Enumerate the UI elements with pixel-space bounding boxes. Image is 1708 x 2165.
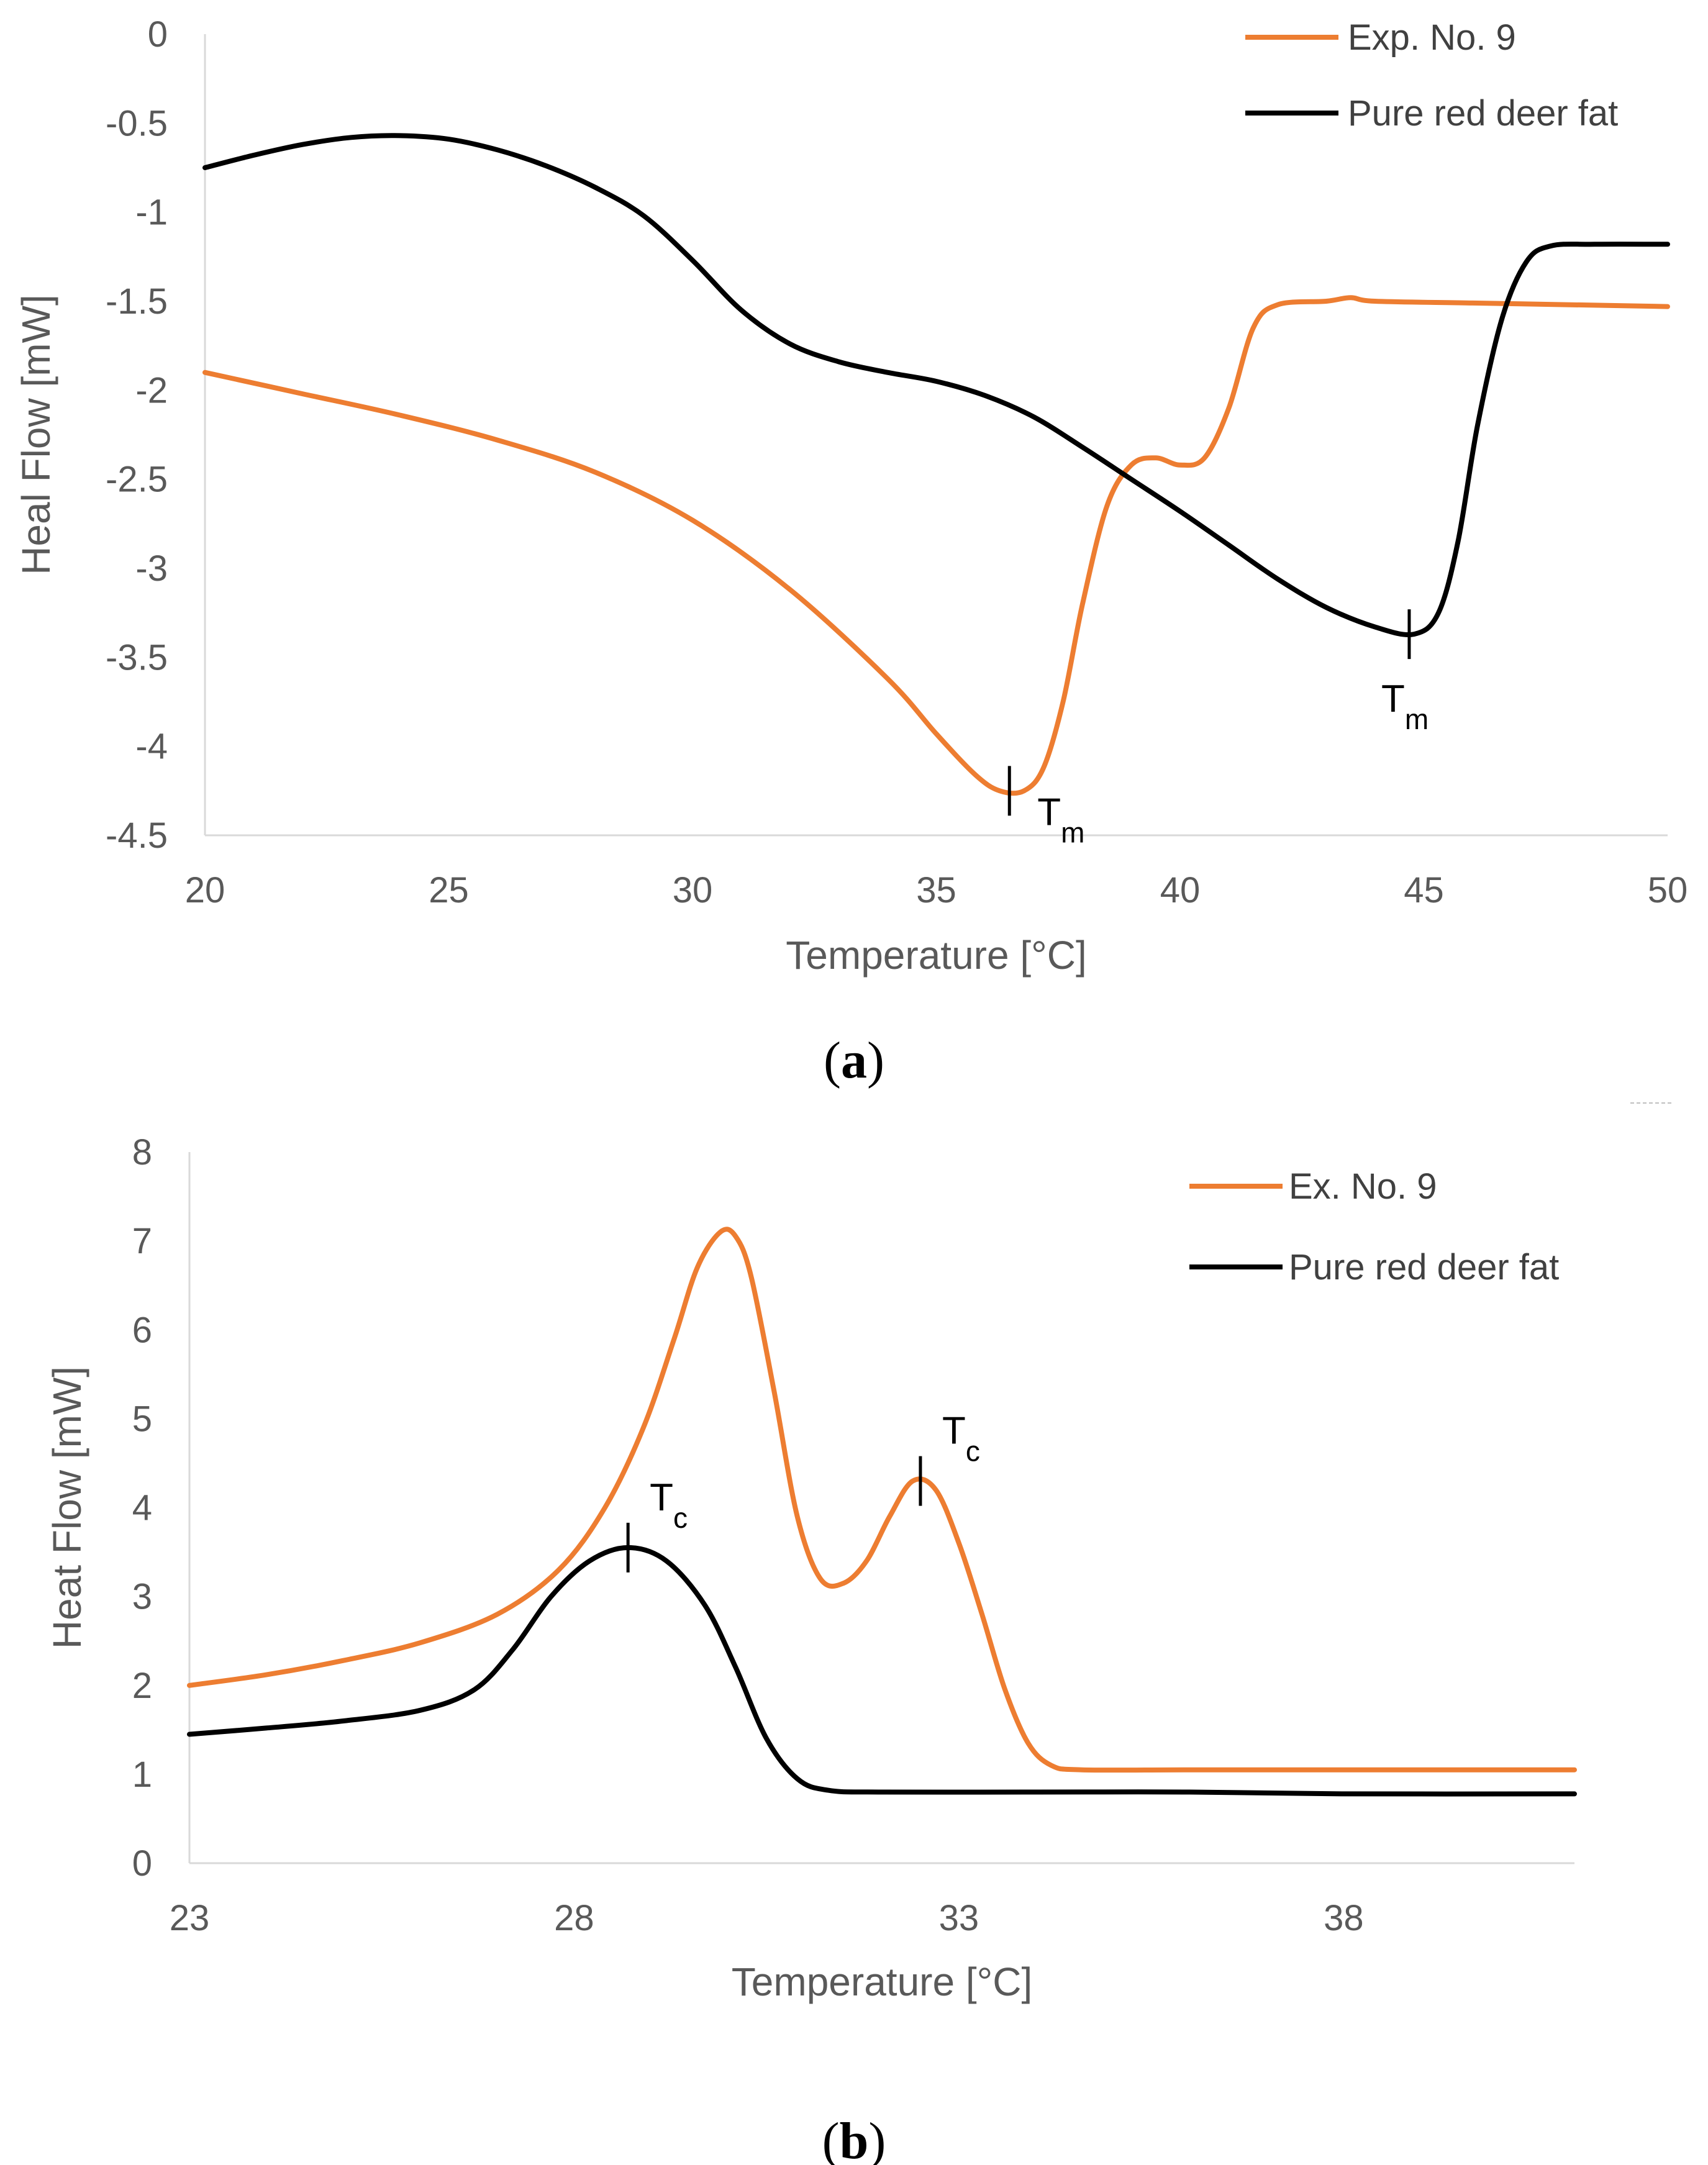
panel-paren-close: ) — [868, 2112, 886, 2165]
panel-paren-open: ( — [824, 1032, 841, 1089]
y-tick-label: 1 — [132, 1754, 152, 1795]
panel-paren-open: ( — [822, 2112, 840, 2165]
series-line-exp-no-9 — [202, 295, 1670, 796]
legend-label: Pure red deer fat — [1289, 1247, 1559, 1287]
legend-label: Exp. No. 9 — [1348, 17, 1516, 58]
legend-label: Ex. No. 9 — [1289, 1166, 1437, 1207]
x-tick-label: 40 — [1160, 870, 1201, 910]
y-tick-label: -3.5 — [106, 637, 168, 678]
x-tick-label: 25 — [429, 870, 469, 910]
y-tick-label: -0.5 — [106, 103, 168, 143]
x-tick-label: 35 — [916, 870, 956, 910]
chart-a: 0 -0.5 -1 -1.5 -2 -2.5 -3 -3.5 -4 -4.5 20 25 30 35 40 4… — [14, 14, 1688, 1089]
series-line-exp-no-9 — [187, 1227, 1577, 1773]
annotation-subscript: m — [1061, 816, 1084, 848]
y-tick-label: 7 — [132, 1221, 152, 1261]
x-axis-title: Temperature [°C] — [786, 933, 1086, 978]
y-axis-title: Heat Flow [mW] — [45, 1366, 89, 1649]
panel-letter: a — [841, 1032, 867, 1089]
panel-label: (a) — [824, 1032, 884, 1089]
panel-letter: b — [840, 2112, 869, 2165]
x-tick-label: 38 — [1324, 1898, 1364, 1938]
x-axis-title: Temperature [°C] — [732, 1959, 1032, 2004]
legend-label: Pure red deer fat — [1348, 93, 1618, 134]
annotation-main: T — [1381, 678, 1405, 720]
y-tick-label: -3 — [135, 548, 168, 589]
annotation-main: T — [942, 1410, 966, 1453]
peak-annotation: Tc — [650, 1476, 688, 1534]
y-tick-label: -1.5 — [106, 281, 168, 322]
annotation-subscript: c — [966, 1435, 980, 1468]
y-tick-label: -1 — [135, 193, 168, 233]
y-axis-title: Heal Flow [mW] — [14, 294, 58, 575]
series-line-pure-red-deer-fat — [187, 1545, 1577, 1797]
x-tick-label: 33 — [939, 1898, 979, 1938]
annotation-main: T — [650, 1476, 673, 1519]
y-tick-label: 3 — [132, 1577, 152, 1617]
x-tick-label: 20 — [185, 870, 225, 910]
y-tick-label: 6 — [132, 1310, 152, 1350]
y-tick-label: 8 — [132, 1132, 152, 1173]
y-tick-label: -2 — [135, 370, 168, 411]
x-tick-label: 50 — [1648, 870, 1688, 910]
y-tick-label: -2.5 — [106, 460, 168, 500]
x-tick-label: 45 — [1404, 870, 1444, 910]
panel-label: (b) — [822, 2112, 886, 2165]
x-tick-label: 23 — [170, 1898, 210, 1938]
y-tick-label: -4 — [135, 727, 168, 767]
peak-annotation: Tm — [1037, 791, 1084, 848]
y-tick-label: 0 — [132, 1843, 152, 1884]
annotation-subscript: m — [1405, 703, 1429, 735]
x-tick-label: 28 — [554, 1898, 594, 1938]
annotation-subscript: c — [673, 1502, 688, 1534]
y-tick-label: -4.5 — [106, 815, 168, 856]
annotation-main: T — [1037, 791, 1061, 833]
y-tick-label: 5 — [132, 1399, 152, 1439]
x-tick-label: 30 — [673, 870, 713, 910]
series-line-pure-red-deer-fat — [202, 133, 1670, 638]
peak-annotation: Tc — [942, 1410, 980, 1468]
y-tick-label: 0 — [148, 14, 168, 55]
panel-paren-close: ) — [867, 1032, 884, 1089]
y-tick-label: 4 — [132, 1488, 152, 1528]
y-tick-label: 2 — [132, 1666, 152, 1706]
peak-annotation: Tm — [1381, 678, 1429, 735]
